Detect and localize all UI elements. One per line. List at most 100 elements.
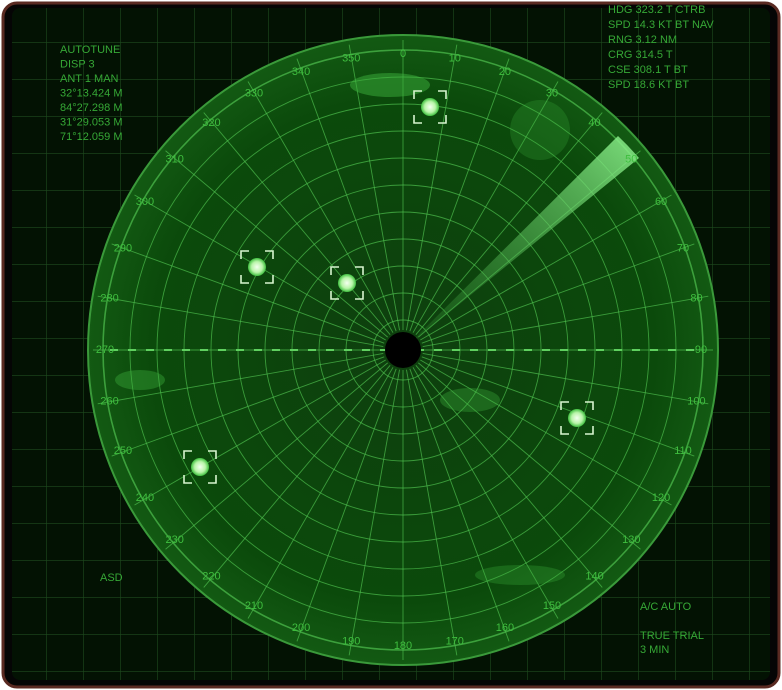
spokes (93, 40, 713, 660)
spoke (203, 112, 391, 335)
bottom-right-info: A/C AUTO TRUE TRIAL 3 MIN (640, 601, 704, 656)
echo (350, 73, 430, 97)
spoke (247, 81, 394, 333)
bearing-label: 180 (394, 640, 412, 652)
target-bracket (413, 90, 447, 124)
bearing-label: 0 (400, 48, 406, 60)
target (338, 274, 356, 292)
bearing-label: 10 (449, 52, 461, 64)
bearing-label: 130 (622, 534, 640, 546)
bearing-label: 160 (496, 622, 514, 634)
bearing-label: 280 (100, 293, 118, 305)
bearing-label: 240 (136, 492, 154, 504)
echo (510, 100, 570, 160)
spoke (296, 58, 397, 332)
spoke (165, 362, 388, 550)
spoke (409, 58, 510, 332)
bearing-label: 170 (446, 635, 464, 647)
info-line: TRUE TRIAL (640, 630, 704, 642)
left-info: AUTOTUNE DISP 3 ANT 1 MAN 32°13.424 M 84°27.… (60, 44, 123, 143)
target-bracket (560, 401, 594, 435)
spoke (412, 81, 559, 333)
sweep (403, 136, 639, 350)
spoke (422, 353, 709, 405)
spoke (296, 368, 397, 642)
spoke (415, 112, 603, 335)
bearing-label: 190 (342, 635, 360, 647)
bearing-label: 330 (245, 88, 263, 100)
spoke (421, 243, 695, 344)
bearing-label: 250 (114, 445, 132, 457)
spoke (111, 356, 385, 457)
bearing-label: 150 (543, 600, 561, 612)
info-line: A/C AUTO (640, 601, 692, 613)
echo (475, 565, 565, 585)
spoke (412, 367, 559, 619)
target (191, 458, 209, 476)
info-line: 32°13.424 M (60, 87, 123, 99)
info-line: SPD 14.3 KT BT NAV (608, 19, 714, 31)
echo (115, 370, 165, 390)
spoke (247, 367, 394, 619)
spoke (420, 194, 672, 341)
bearing-label: 200 (292, 622, 310, 634)
bearing-label: 70 (677, 243, 689, 255)
bearing-label: 220 (202, 571, 220, 583)
info-line: AUTOTUNE (60, 44, 120, 56)
spoke (97, 295, 384, 347)
spoke (421, 356, 695, 457)
bearing-label: 320 (202, 117, 220, 129)
spoke (415, 365, 603, 588)
info-line: CRG 314.5 T (608, 49, 673, 61)
target-bracket (330, 266, 364, 300)
targets (183, 90, 594, 484)
info-line: 31°29.053 M (60, 116, 123, 128)
bearing-label: 290 (114, 243, 132, 255)
bearing-label: 100 (687, 395, 705, 407)
spoke (420, 359, 672, 506)
bearing-label: 50 (625, 154, 637, 166)
info-line: CSE 308.1 T BT (608, 64, 688, 76)
spoke (165, 150, 388, 338)
bearing-label: 230 (166, 534, 184, 546)
spoke (422, 295, 709, 347)
spoke (409, 368, 510, 642)
bearing-label: 210 (245, 600, 263, 612)
bearing-label: 90 (695, 344, 707, 356)
bearing-label: 120 (652, 492, 670, 504)
spoke (203, 365, 391, 588)
info-line: DISP 3 (60, 58, 95, 70)
target-bracket (240, 250, 274, 284)
bearing-label: 270 (96, 344, 114, 356)
bearing-label: 110 (674, 445, 692, 457)
right-info: HDG 323.2 T CTRB SPD 14.3 KT BT NAV RNG 3.… (608, 4, 714, 91)
echo (440, 388, 500, 412)
spoke (406, 369, 458, 656)
target (248, 258, 266, 276)
target (568, 409, 586, 427)
bearing-label: 60 (655, 196, 667, 208)
bearing-labels: 0 10 20 30 40 50 60 70 80 90 100 110 120 130 140 150 160… (96, 48, 707, 652)
bearing-label: 140 (585, 571, 603, 583)
bearing-label: 20 (499, 66, 511, 78)
spoke (134, 359, 386, 506)
center-hub (385, 332, 421, 368)
spoke (97, 353, 384, 405)
bearing-label: 340 (292, 66, 310, 78)
spoke (418, 362, 641, 550)
bearing-label: 260 (100, 395, 118, 407)
spoke (348, 44, 400, 331)
info-line: HDG 323.2 T CTRB (608, 4, 705, 16)
target-bracket (183, 450, 217, 484)
spoke (111, 243, 385, 344)
info-line: 3 MIN (640, 644, 669, 656)
info-line: 71°12.059 M (60, 131, 123, 143)
info-line: SPD 18.6 KT BT (608, 79, 689, 91)
info-line: 84°27.298 M (60, 102, 123, 114)
info-line: RNG 3.12 NM (608, 34, 677, 46)
bearing-label: 30 (546, 88, 558, 100)
bearing-label: 40 (588, 117, 600, 129)
bearing-label: 310 (166, 154, 184, 166)
spoke (348, 369, 400, 656)
